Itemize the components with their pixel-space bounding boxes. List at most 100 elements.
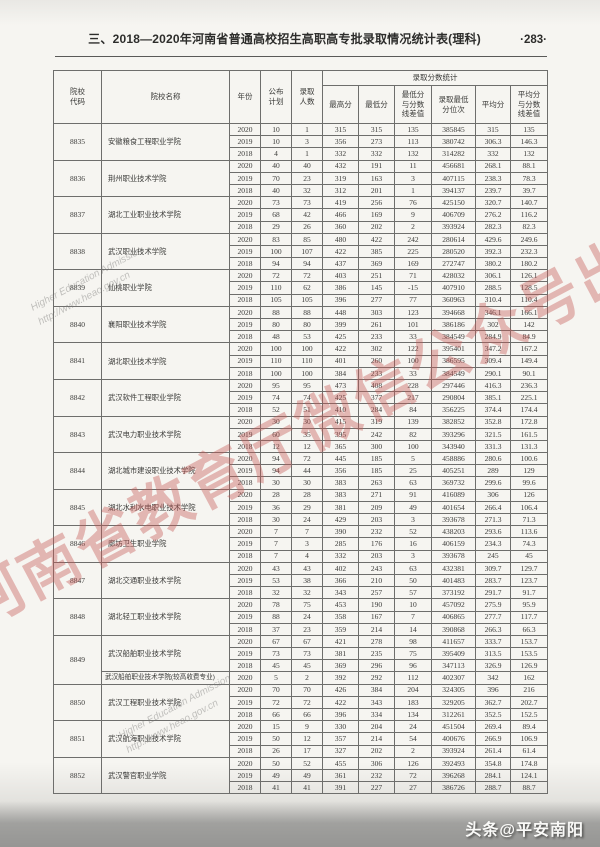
max-score-cell: 343 — [322, 586, 359, 600]
avg-diff-cell: 123.7 — [509, 573, 549, 588]
avg-score-cell: 266.9 — [475, 732, 511, 746]
max-score-cell: 361 — [322, 768, 359, 783]
min-diff-cell: 76 — [394, 196, 432, 210]
max-score-cell: 356 — [322, 135, 359, 149]
year-cell: 2019 — [229, 208, 261, 222]
admitted-cell: 9 — [291, 720, 323, 734]
footer-band: 头条@平安南阳 — [0, 801, 600, 847]
rank-cell: 458886 — [431, 452, 476, 466]
avg-diff-cell: 90.1 — [509, 366, 549, 380]
admitted-cell: 28 — [291, 488, 323, 502]
min-diff-cell: 11 — [394, 159, 432, 173]
min-score-cell: 214 — [358, 732, 395, 746]
admitted-cell: 7 — [291, 525, 323, 539]
max-score-cell: 285 — [322, 537, 359, 551]
table-row: 2019 88 24 358 167 7 406865 277.7 117.7 — [54, 610, 549, 624]
min-diff-cell: 122 — [394, 342, 432, 356]
min-diff-cell: 3 — [394, 512, 432, 527]
min-diff-cell: 10 — [394, 598, 432, 612]
min-score-cell: 271 — [358, 488, 395, 502]
min-score-cell: 292 — [358, 671, 395, 685]
min-diff-cell: 75 — [394, 647, 432, 661]
min-diff-cell: 91 — [394, 488, 432, 502]
year-cell: 2019 — [229, 537, 261, 551]
admitted-cell: 110 — [291, 354, 323, 368]
max-score-cell: 395 — [322, 427, 359, 441]
name-cell: 武汉软件工程职业学院 — [101, 378, 230, 417]
max-score-cell: 332 — [322, 147, 359, 161]
year-cell: 2020 — [229, 756, 261, 770]
min-diff-cell: 7 — [394, 610, 432, 624]
year-cell: 2018 — [229, 744, 261, 758]
plan-cell: 68 — [260, 208, 292, 222]
min-diff-cell: 3 — [394, 171, 432, 185]
plan-cell: 41 — [260, 781, 292, 795]
admitted-cell: 40 — [291, 159, 323, 173]
min-diff-cell: 242 — [394, 232, 432, 246]
admitted-cell: 75 — [291, 598, 323, 612]
min-score-cell: 201 — [358, 183, 395, 198]
year-cell: 2019 — [229, 135, 261, 149]
name-cell: 武汉电力职业技术学院 — [101, 415, 230, 454]
code-cell: 8849 — [53, 634, 102, 685]
max-score-cell: 391 — [322, 781, 359, 795]
year-cell: 2020 — [229, 683, 261, 697]
avg-score-cell: 313.5 — [475, 647, 511, 661]
avg-score-cell: 392.3 — [475, 244, 511, 259]
min-diff-cell: -15 — [394, 281, 432, 295]
avg-diff-cell: 71.3 — [509, 512, 549, 527]
plan-cell: 52 — [260, 403, 292, 417]
year-cell: 2018 — [229, 476, 261, 490]
table-body: 8835 安徽粮食工程职业学院 2020 10 1 315 315 135 385845 315 1… — [53, 122, 549, 795]
avg-score-cell: 352.8 — [475, 415, 511, 429]
admitted-cell: 32 — [291, 183, 323, 198]
plan-cell: 50 — [260, 756, 292, 770]
max-score-cell: 410 — [322, 403, 359, 417]
rank-cell: 456681 — [431, 159, 476, 173]
min-score-cell: 185 — [358, 452, 395, 466]
rank-cell: 400676 — [431, 732, 476, 746]
avg-diff-cell: 106.9 — [509, 732, 549, 746]
rank-cell: 280520 — [431, 244, 476, 259]
admitted-cell: 3 — [291, 537, 323, 551]
admitted-cell: 67 — [291, 634, 323, 649]
plan-cell: 110 — [260, 281, 292, 295]
min-diff-cell: 100 — [394, 439, 432, 454]
table-row: 8841 湖北职业技术学院 2020 100 100 422 302 122 395401 347… — [53, 342, 549, 380]
code-cell: 8850 — [53, 683, 102, 722]
name-cell: 武汉职业技术学院 — [101, 232, 230, 271]
admitted-cell: 2 — [291, 671, 323, 685]
avg-score-cell: 347.2 — [475, 342, 511, 356]
min-diff-cell: 33 — [394, 366, 432, 380]
avg-diff-cell: 129 — [509, 464, 549, 478]
avg-score-cell: 234.3 — [475, 537, 511, 551]
min-diff-cell: 113 — [394, 135, 432, 149]
min-diff-cell: 204 — [394, 683, 432, 697]
max-score-cell: 396 — [322, 707, 359, 722]
rank-cell: 369732 — [431, 476, 476, 490]
plan-cell: 78 — [260, 598, 292, 612]
min-diff-cell: 24 — [394, 720, 432, 734]
year-cell: 2020 — [229, 415, 261, 429]
plan-cell: 110 — [260, 354, 292, 368]
table-row: 8842 武汉软件工程职业学院 2020 95 95 473 408 228 297446 416… — [53, 378, 549, 417]
min-score-cell: 302 — [358, 342, 395, 356]
table-row: 8848 湖北轻工职业技术学院 2020 78 75 453 190 10 457092 275.… — [53, 598, 549, 636]
admitted-cell: 26 — [291, 220, 323, 234]
avg-score-cell: 380.2 — [475, 257, 511, 271]
year-cell: 2019 — [229, 573, 261, 588]
admitted-cell: 94 — [291, 257, 323, 271]
header-min-diff: 最低分 与分数 线差值 — [394, 85, 432, 124]
min-diff-cell: 98 — [394, 634, 432, 649]
min-score-cell: 278 — [358, 634, 395, 649]
year-cell: 2018 — [229, 183, 261, 198]
table-row: 2019 7 3 285 176 16 406159 234.3 74.3 — [54, 537, 549, 551]
avg-score-cell: 416.3 — [475, 378, 511, 393]
min-diff-cell: 139 — [394, 415, 432, 429]
admitted-cell: 3 — [291, 135, 323, 149]
rank-cell: 386186 — [431, 317, 476, 332]
admitted-cell: 12 — [291, 732, 323, 746]
avg-diff-cell: 66.3 — [509, 622, 549, 636]
code-cell: 8837 — [53, 196, 102, 234]
